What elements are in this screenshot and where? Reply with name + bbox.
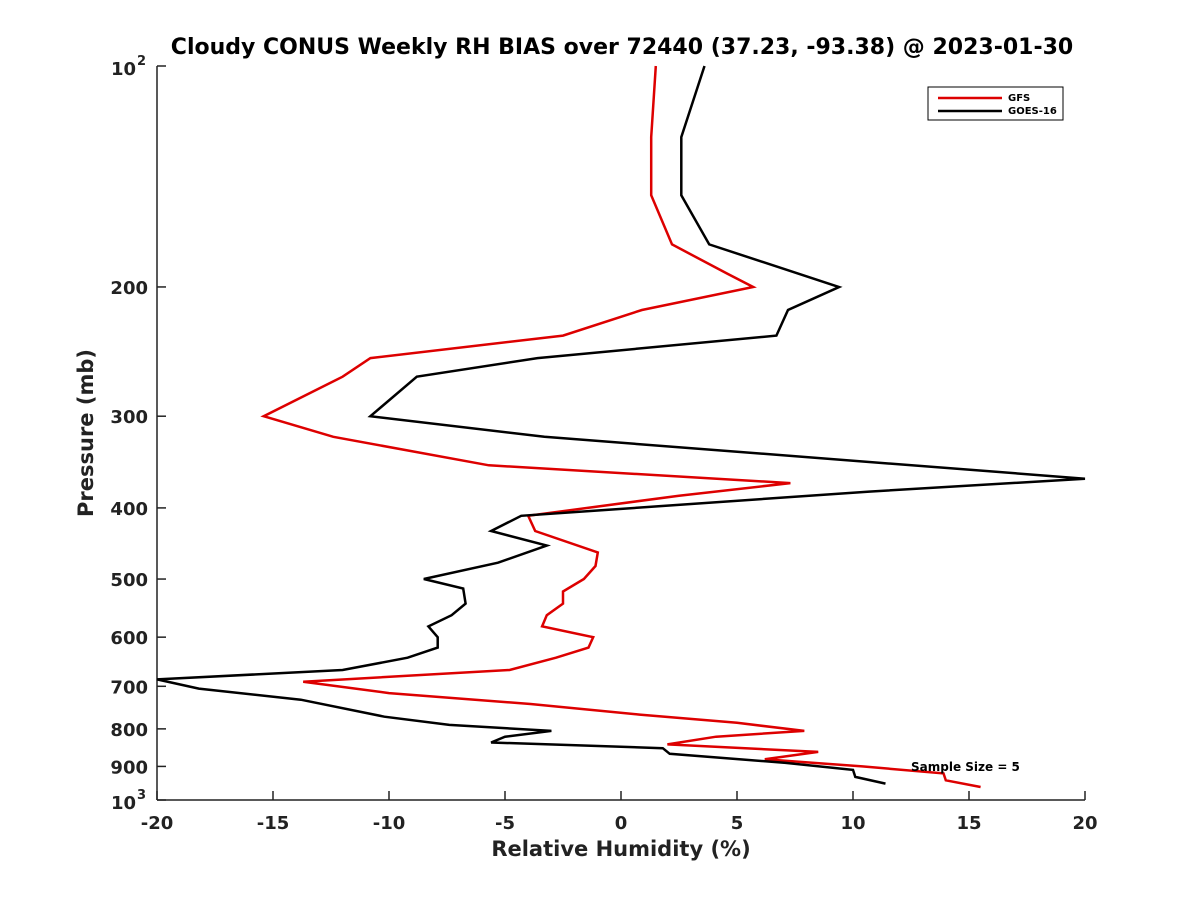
y-tick-label: 200 [110,278,148,299]
y-tick-label: 10 [111,59,136,80]
y-tick-label: 400 [110,499,148,520]
x-tick-label: 0 [615,813,628,834]
y-tick-exponent: 3 [137,788,146,803]
y-axis-label: Pressure (mb) [74,349,98,517]
legend-label-gfs: GFS [1008,93,1030,104]
x-tick-label: 20 [1072,813,1097,834]
x-tick-label: 10 [840,813,865,834]
legend-label-goes16: GOES-16 [1008,106,1057,117]
x-tick-label: -15 [257,813,290,834]
y-tick-label: 10 [111,793,136,814]
x-tick-label: -20 [141,813,174,834]
series-line-gfs [260,65,981,789]
y-tick-label: 900 [110,757,148,778]
y-tick-label: 800 [110,720,148,741]
series-layer [156,65,1086,789]
x-axis-label: Relative Humidity (%) [491,837,750,861]
plot-area: -20 -15 -10 -5 0 5 10 15 20 10 220030040050060070… [110,54,1097,834]
chart-title: Cloudy CONUS Weekly RH BIAS over 72440 (… [171,35,1073,60]
x-tick-label: 5 [731,813,744,834]
y-tick-label: 500 [110,570,148,591]
legend: GFS GOES-16 [927,86,1064,121]
y-tick-label: 300 [110,407,148,428]
y-tick-label: 600 [110,628,148,649]
x-tick-label: 15 [956,813,981,834]
series-line-goes16 [156,65,1086,785]
x-tick-label: -10 [373,813,406,834]
y-tick-label: 700 [110,677,148,698]
sample-size-annotation: Sample Size = 5 [911,760,1020,774]
y-tick-exponent: 2 [137,54,146,69]
x-ticks: -20 -15 -10 -5 0 5 10 15 20 [141,791,1098,834]
x-tick-label: -5 [495,813,515,834]
legend-box [927,86,1064,121]
